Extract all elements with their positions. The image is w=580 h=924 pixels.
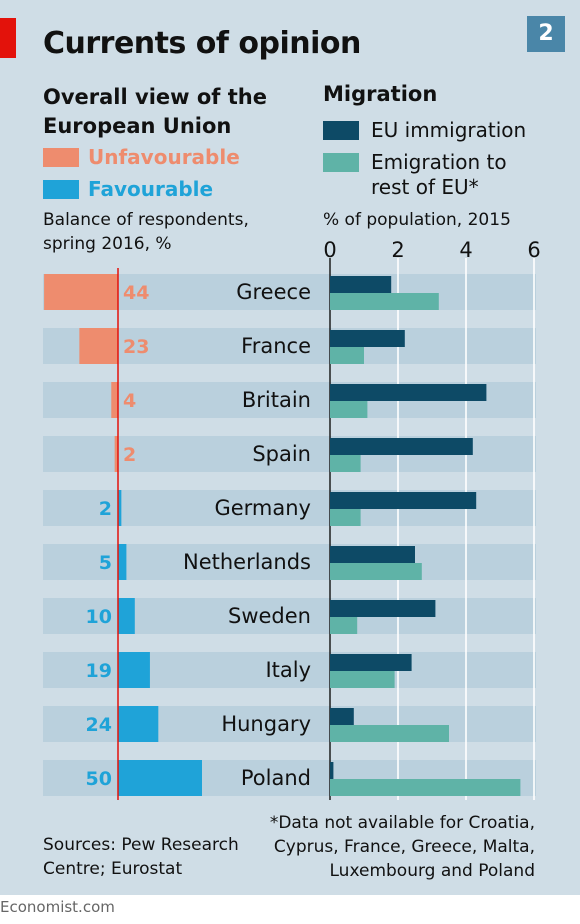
emigration-bar-poland	[330, 779, 521, 796]
unfavourable-value-france: 23	[123, 336, 149, 358]
favourable-value-netherlands: 5	[99, 552, 112, 574]
unfavourable-bar-britain	[111, 382, 118, 418]
emigration-bar-france	[330, 347, 364, 364]
chart-title: Currents of opinion	[43, 26, 361, 61]
favourable-value-sweden: 10	[86, 606, 112, 628]
favourable-legend-swatch	[43, 180, 79, 199]
country-label-france: France	[241, 334, 311, 358]
left-heading-line1: Overall view of the	[43, 85, 267, 109]
row-band-france	[43, 328, 536, 364]
favourable-bar-hungary	[118, 706, 159, 742]
immigration-bar-greece	[330, 276, 392, 293]
emigration-legend-swatch	[323, 153, 359, 172]
unfavourable-value-greece: 44	[123, 282, 149, 304]
unfavourable-legend-label: Unfavourable	[88, 145, 240, 169]
unfavourable-bar-spain	[114, 436, 118, 472]
immigration-legend-swatch	[323, 121, 359, 140]
sources-line2: Centre; Eurostat	[43, 859, 183, 879]
emigration-bar-hungary	[330, 725, 449, 742]
country-label-netherlands: Netherlands	[183, 550, 311, 574]
footer-credit: Economist.com	[0, 898, 115, 916]
favourable-bar-germany	[118, 490, 122, 526]
country-label-sweden: Sweden	[228, 604, 311, 628]
immigration-bar-germany	[330, 492, 477, 509]
unfavourable-value-britain: 4	[123, 390, 136, 412]
x-tick-label-6: 6	[527, 238, 540, 262]
migration-note: % of population, 2015	[323, 210, 511, 230]
favourable-legend-label: Favourable	[88, 177, 214, 201]
emigration-bar-greece	[330, 293, 439, 310]
country-label-spain: Spain	[252, 442, 311, 466]
emigration-bar-italy	[330, 671, 395, 688]
unfavourable-legend-swatch	[43, 148, 79, 167]
immigration-bar-poland	[330, 762, 334, 779]
footnote-line2: Cyprus, France, Greece, Malta,	[273, 837, 535, 857]
country-label-italy: Italy	[265, 658, 311, 682]
immigration-bar-italy	[330, 654, 412, 671]
unfavourable-bar-france	[79, 328, 118, 364]
left-note-line2: spring 2016, %	[43, 234, 172, 254]
unfavourable-value-spain: 2	[123, 444, 136, 466]
favourable-bar-italy	[118, 652, 150, 688]
footnote-line1: *Data not available for Croatia,	[269, 813, 535, 833]
favourable-bar-netherlands	[118, 544, 127, 580]
footnote: *Data not available for Croatia, Cyprus,…	[270, 811, 535, 883]
immigration-bar-sweden	[330, 600, 436, 617]
immigration-bar-france	[330, 330, 405, 347]
emigration-legend-label-line1: Emigration to	[371, 150, 507, 174]
emigration-bar-germany	[330, 509, 361, 526]
sources-note: Sources: Pew Research Centre; Eurostat	[43, 833, 239, 881]
emigration-bar-spain	[330, 455, 361, 472]
country-label-hungary: Hungary	[221, 712, 311, 736]
favourable-value-italy: 19	[86, 660, 112, 682]
emigration-bar-netherlands	[330, 563, 422, 580]
immigration-bar-hungary	[330, 708, 354, 725]
immigration-legend-label: EU immigration	[371, 118, 527, 142]
immigration-bar-netherlands	[330, 546, 415, 563]
unfavourable-bar-greece	[44, 274, 118, 310]
x-tick-label-0: 0	[323, 238, 336, 262]
favourable-value-germany: 2	[99, 498, 112, 520]
favourable-bar-poland	[118, 760, 202, 796]
left-heading-line2: European Union	[43, 114, 232, 138]
emigration-bar-sweden	[330, 617, 358, 634]
favourable-bar-sweden	[118, 598, 135, 634]
brand-red-tag	[0, 18, 16, 58]
favourable-value-poland: 50	[86, 768, 112, 790]
left-note-line1: Balance of respondents,	[43, 210, 249, 230]
footnote-line3: Luxembourg and Poland	[329, 861, 536, 881]
x-tick-label-4: 4	[459, 238, 472, 262]
sources-line1: Sources: Pew Research	[43, 835, 239, 855]
emigration-legend-label-line2: rest of EU*	[371, 175, 479, 199]
favourable-value-hungary: 24	[86, 714, 112, 736]
country-label-poland: Poland	[241, 766, 311, 790]
chart-number-badge: 2	[527, 16, 565, 52]
immigration-bar-britain	[330, 384, 487, 401]
country-label-britain: Britain	[242, 388, 311, 412]
country-label-germany: Germany	[214, 496, 311, 520]
emigration-bar-britain	[330, 401, 368, 418]
x-tick-label-2: 2	[391, 238, 404, 262]
migration-heading: Migration	[323, 82, 438, 106]
row-band-greece	[43, 274, 536, 310]
immigration-bar-spain	[330, 438, 473, 455]
country-label-greece: Greece	[236, 280, 311, 304]
